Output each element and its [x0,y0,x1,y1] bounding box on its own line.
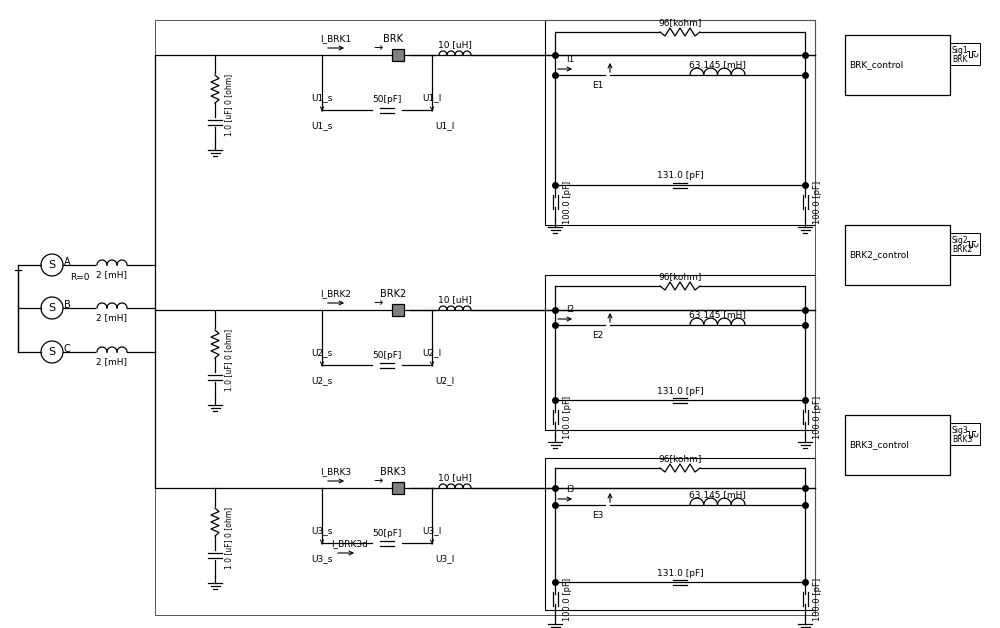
Text: →: → [373,43,383,53]
Text: 131.0 [pF]: 131.0 [pF] [657,386,703,396]
Text: 63.145 [mH]: 63.145 [mH] [689,60,746,70]
Text: 100.0 [pF]: 100.0 [pF] [812,180,822,224]
Text: BRK2: BRK2 [952,245,972,254]
Text: →: → [373,298,383,308]
Text: BRK3: BRK3 [952,435,972,444]
Bar [845,225,950,285]
Text: B: B [64,300,71,310]
Text: 100.0 [pF]: 100.0 [pF] [812,577,822,620]
Text: A: A [64,257,71,267]
Text: U2_s: U2_s [311,377,333,386]
Text: S: S [48,347,56,357]
Text: 100.0 [pF]: 100.0 [pF] [562,180,572,224]
Text: 50[pF]: 50[pF] [372,350,402,359]
Text: 100.0 [pF]: 100.0 [pF] [562,577,572,620]
Bar [545,275,815,430]
Text: Sig3: Sig3 [952,426,969,435]
Text: U3_s: U3_s [311,526,333,535]
Text: 1.0 [uF] 0 [ohm]: 1.0 [uF] 0 [ohm] [224,329,234,391]
Text: BRK2: BRK2 [380,289,406,299]
Text: BRK: BRK [383,34,403,44]
Bar [950,43,980,65]
Text: I_BRK3d: I_BRK3d [332,539,368,548]
Bar [950,423,980,445]
Text: BRK: BRK [952,55,968,64]
Text: 100.0 [pF]: 100.0 [pF] [812,396,822,438]
Text: 2 [mH]: 2 [mH] [96,313,128,323]
Text: 10 [uH]: 10 [uH] [438,474,472,482]
Bar [392,482,404,494]
Text: I_BRK3: I_BRK3 [320,467,352,477]
Text: BRK2_control: BRK2_control [849,251,909,259]
Bar [155,20,815,615]
Bar [392,304,404,316]
Text: E2: E2 [592,330,604,340]
Text: 96[kohm]: 96[kohm] [658,273,702,281]
Text: 1.0 [uF] 0 [ohm]: 1.0 [uF] 0 [ohm] [224,507,234,569]
Text: U1_s: U1_s [311,93,333,102]
Text: 50[pF]: 50[pF] [372,529,402,538]
Text: I2: I2 [566,305,574,315]
Bar [545,458,815,610]
Text: U2_s: U2_s [311,348,333,357]
Bar [392,49,404,61]
Text: 50[pF]: 50[pF] [372,95,402,104]
Text: C: C [64,344,71,354]
Text: U3_l: U3_l [422,526,442,535]
Text: 10 [uH]: 10 [uH] [438,296,472,305]
Text: 10 [uH]: 10 [uH] [438,40,472,50]
Text: E1: E1 [592,80,604,90]
Bar [545,20,815,225]
Text: 63.145 [mH]: 63.145 [mH] [689,310,746,320]
Text: 1.0 [uF] 0 [ohm]: 1.0 [uF] 0 [ohm] [224,74,234,136]
Text: 96[kohm]: 96[kohm] [658,455,702,463]
Bar [950,233,980,255]
Bar [845,35,950,95]
Text: S: S [48,303,56,313]
Text: 2 [mH]: 2 [mH] [96,271,128,279]
Text: 100.0 [pF]: 100.0 [pF] [562,396,572,438]
Text: I3: I3 [566,485,574,494]
Text: BRK3: BRK3 [380,467,406,477]
Text: U1_l: U1_l [422,93,442,102]
Text: U3_l: U3_l [435,555,455,563]
Text: Sig1: Sig1 [952,46,969,55]
Text: I1: I1 [566,55,574,65]
Text: →: → [373,476,383,486]
Text: U1_s: U1_s [311,121,333,131]
Text: BRK_control: BRK_control [849,60,903,70]
Text: U3_s: U3_s [311,555,333,563]
Text: 2 [mH]: 2 [mH] [96,357,128,367]
Text: S: S [48,260,56,270]
Bar [845,415,950,475]
Text: U2_l: U2_l [435,377,455,386]
Text: R=0: R=0 [70,274,90,283]
Text: E3: E3 [592,511,604,519]
Text: U2_l: U2_l [422,348,442,357]
Text: Sig2: Sig2 [952,236,969,245]
Text: 131.0 [pF]: 131.0 [pF] [657,171,703,180]
Text: 96[kohm]: 96[kohm] [658,18,702,28]
Text: I_BRK1: I_BRK1 [320,35,352,43]
Text: U1_l: U1_l [435,121,455,131]
Text: BRK3_control: BRK3_control [849,440,909,450]
Text: 131.0 [pF]: 131.0 [pF] [657,568,703,578]
Text: 63.145 [mH]: 63.145 [mH] [689,490,746,499]
Text: I_BRK2: I_BRK2 [320,290,352,298]
